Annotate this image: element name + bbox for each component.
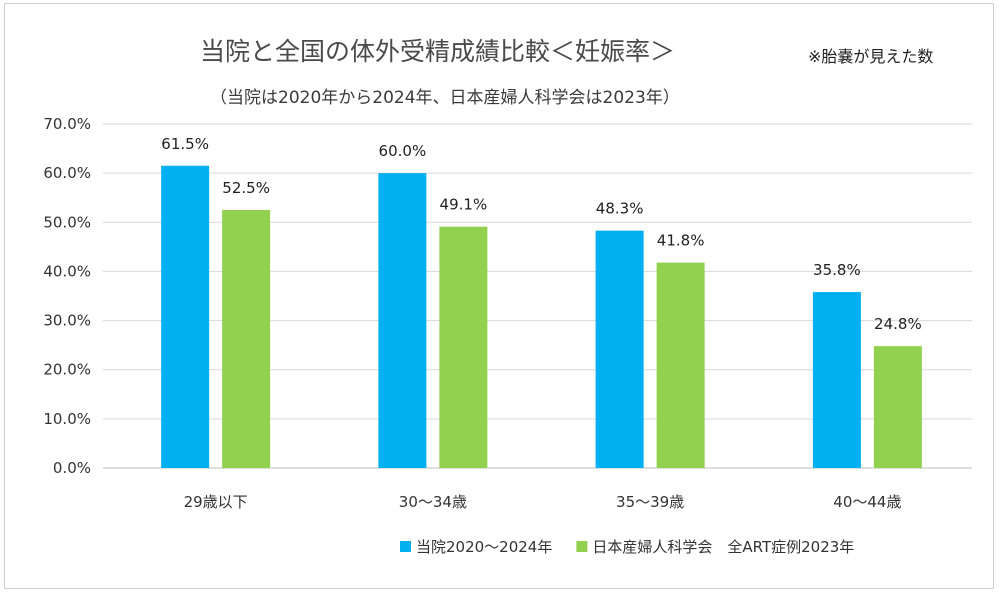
chart-note: ※胎嚢が見えた数 [808, 47, 933, 66]
legend-item-clinic: 当院2020～2024年 [400, 538, 552, 556]
data-label: 61.5% [161, 135, 209, 153]
y-tick-label: 0.0% [53, 459, 91, 477]
y-tick-label: 40.0% [43, 262, 91, 280]
chart-title: 当院と全国の体外受精成績比較＜妊娠率＞ [200, 37, 675, 66]
chart-subtitle: （当院は2020年から2024年、日本産婦人科学会は2023年） [210, 88, 680, 108]
y-axis: 0.0% 10.0% 20.0% 30.0% 40.0% 50.0% 60.0% 70.0% [43, 115, 91, 477]
x-axis: 29歳以下 30～34歳 35～39歳 40～44歳 [184, 493, 902, 511]
bar-clinic-2 [595, 230, 644, 468]
x-tick-label: 35～39歳 [616, 493, 684, 511]
data-label: 48.3% [596, 200, 644, 218]
bar-national-0 [222, 210, 271, 468]
y-tick-label: 60.0% [43, 164, 91, 182]
legend-label: 当院2020～2024年 [416, 538, 552, 556]
data-label: 24.8% [874, 315, 922, 333]
bar-clinic-0 [161, 165, 210, 468]
bar-clinic-1 [378, 173, 427, 468]
bar-national-3 [873, 346, 922, 468]
legend-swatch [400, 541, 411, 552]
legend: 当院2020～2024年 日本産婦人科学会 全ART症例2023年 [400, 538, 854, 556]
y-tick-label: 50.0% [43, 213, 91, 231]
y-tick-label: 30.0% [43, 312, 91, 330]
bar-national-1 [439, 226, 488, 468]
y-tick-label: 20.0% [43, 361, 91, 379]
x-tick-label: 40～44歳 [833, 493, 901, 511]
legend-swatch [576, 541, 588, 552]
bars [161, 165, 922, 468]
data-label: 35.8% [813, 261, 861, 279]
legend-label: 日本産婦人科学会 全ART症例2023年 [592, 538, 854, 556]
x-tick-label: 30～34歳 [399, 493, 467, 511]
bar-clinic-3 [812, 292, 861, 468]
data-label: 49.1% [440, 196, 488, 214]
data-label: 60.0% [379, 142, 427, 160]
y-tick-label: 70.0% [43, 115, 91, 133]
data-label: 41.8% [657, 232, 705, 250]
data-labels: 61.5% 52.5% 60.0% 49.1% 48.3% 41.8% 35.8% 24.8% [161, 135, 921, 333]
legend-item-national: 日本産婦人科学会 全ART症例2023年 [576, 538, 854, 556]
x-tick-label: 29歳以下 [184, 493, 248, 511]
y-tick-label: 10.0% [43, 410, 91, 428]
data-label: 52.5% [222, 179, 270, 197]
bar-national-2 [656, 262, 705, 468]
